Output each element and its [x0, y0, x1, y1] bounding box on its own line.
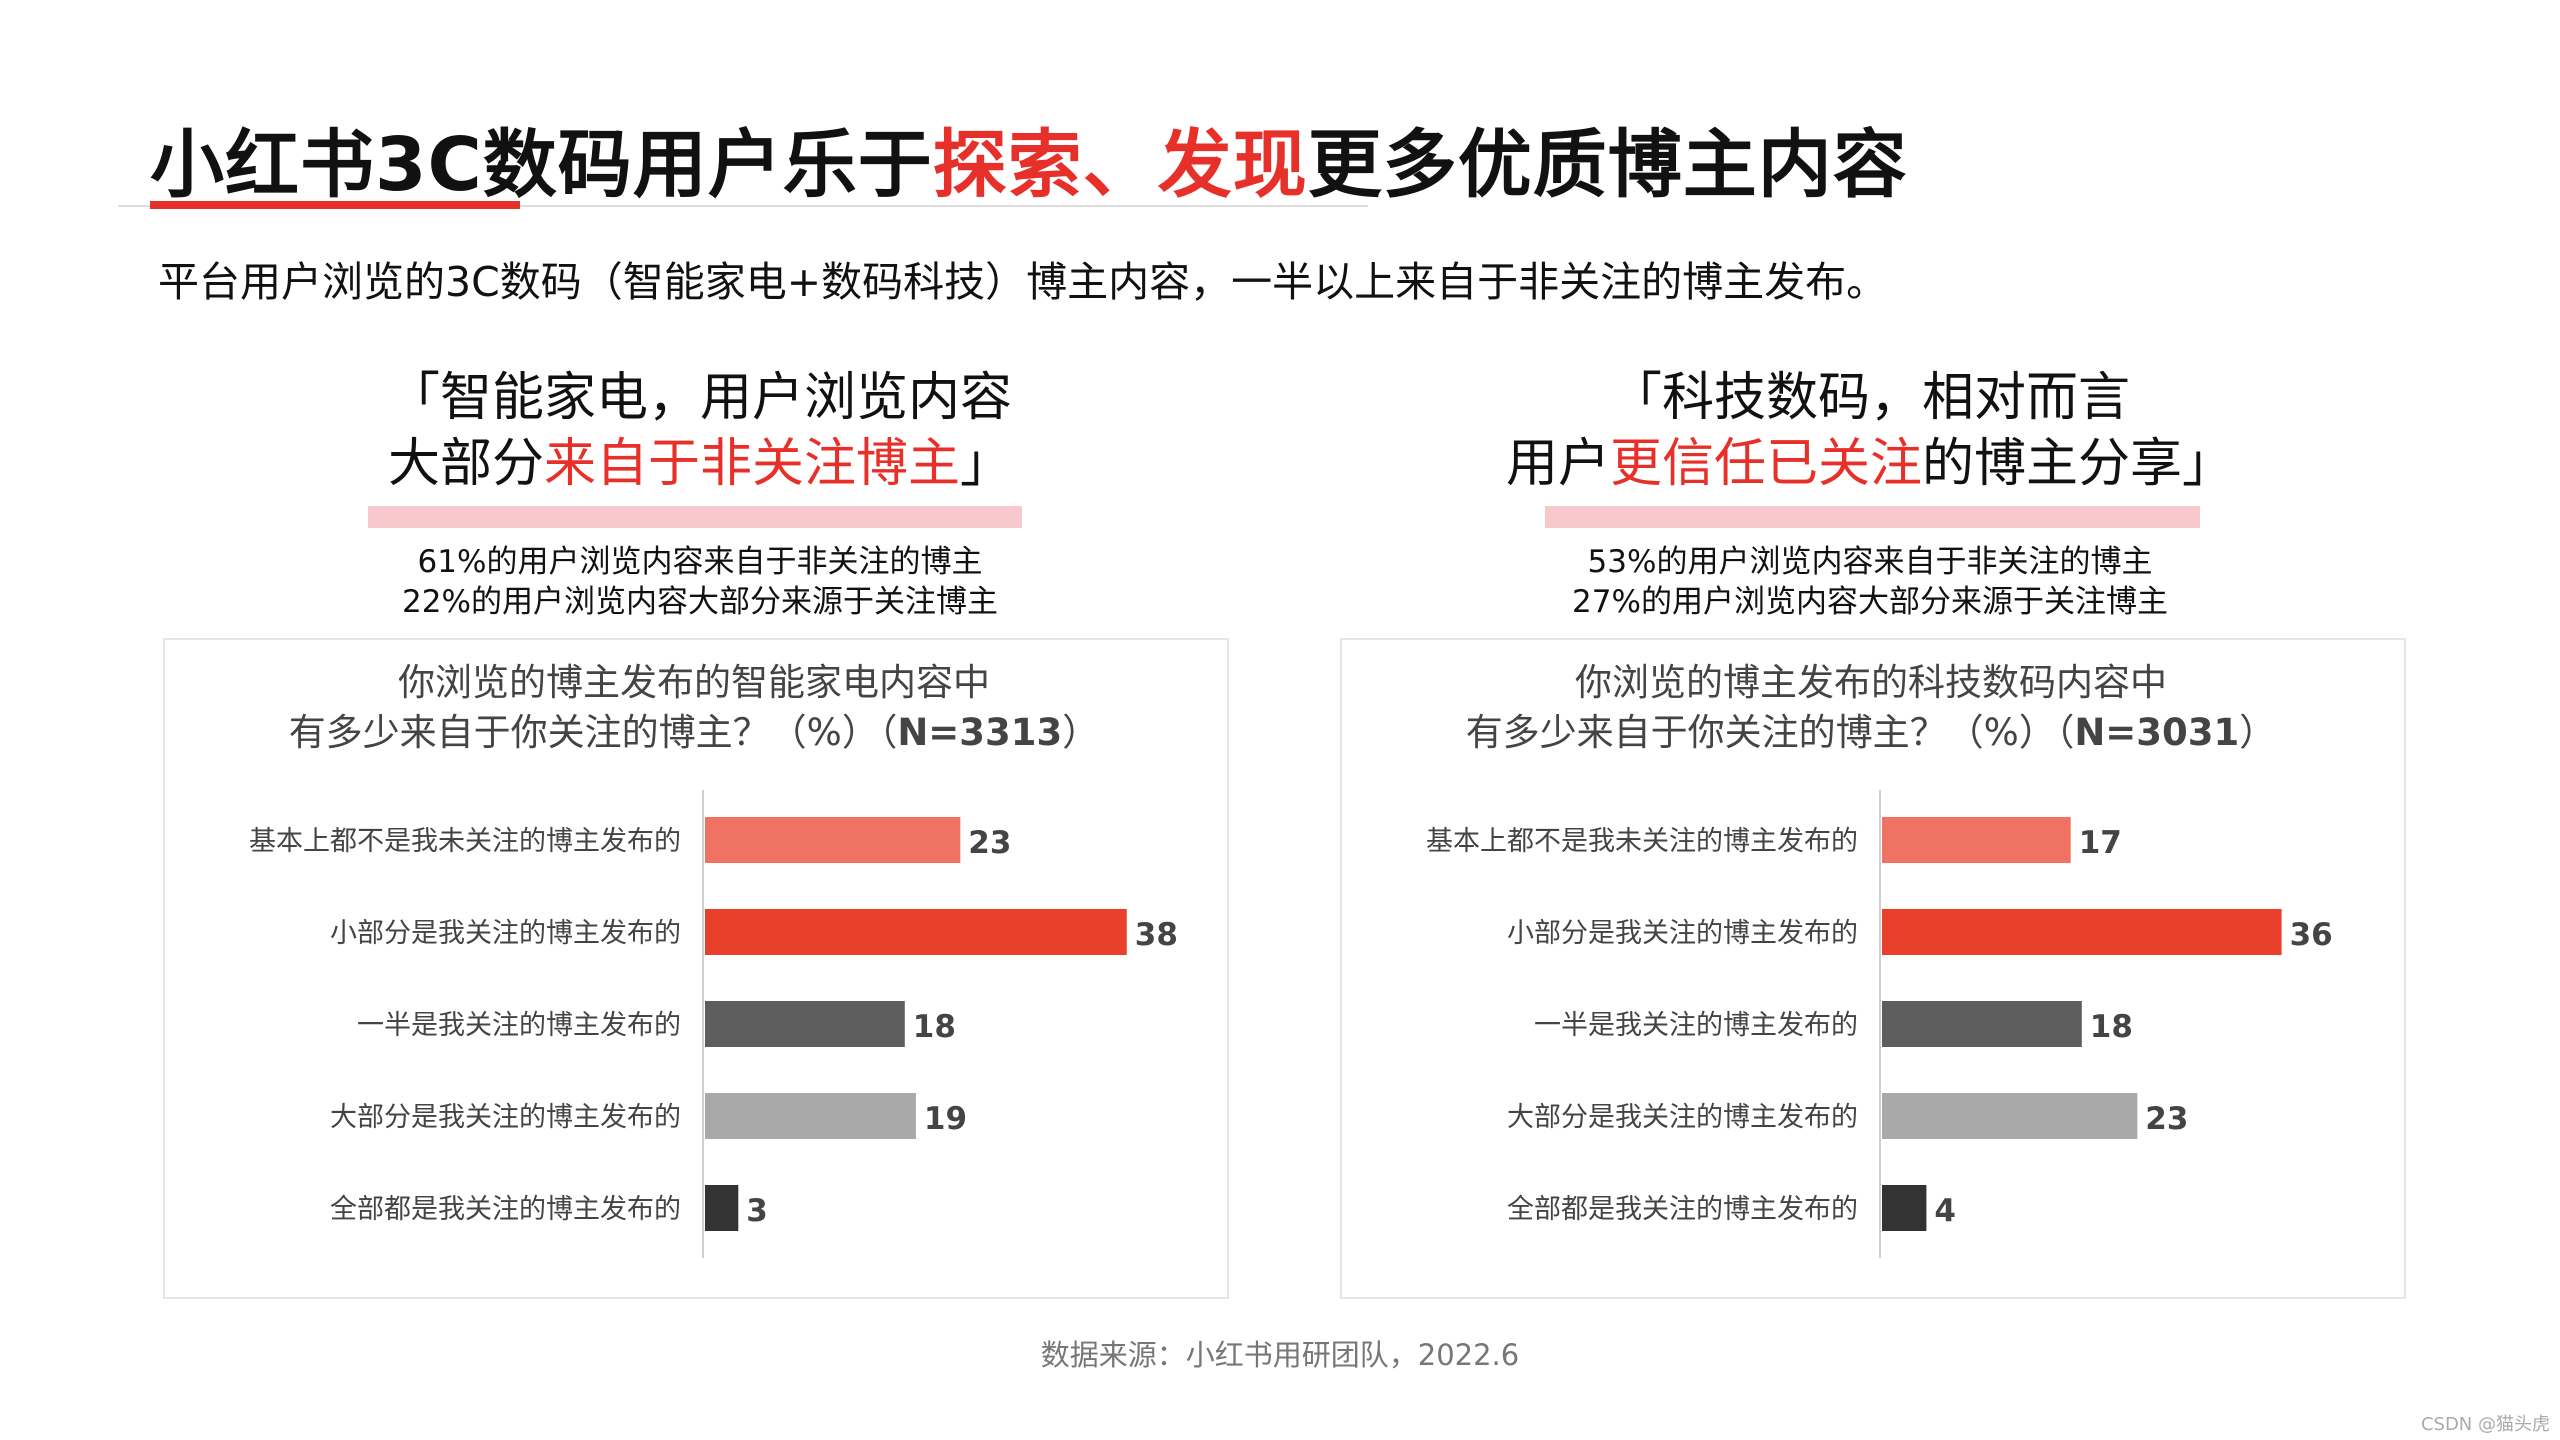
bar — [705, 1185, 739, 1231]
left-quote-line1: 「智能家电，用户浏览内容 — [387, 368, 1012, 428]
category-label: 小部分是我关注的博主发布的 — [1507, 918, 1858, 949]
title-highlight: 探索、发现 — [932, 122, 1308, 208]
bar — [705, 1093, 916, 1139]
bar — [1882, 1093, 2138, 1139]
category-label: 全部都是我关注的博主发布的 — [330, 1194, 681, 1225]
page-title: 小红书3C数码用户乐于探索、发现更多优质博主内容 — [150, 105, 1908, 212]
category-label: 全部都是我关注的博主发布的 — [1507, 1194, 1858, 1225]
bar-value-label: 36 — [2290, 917, 2333, 953]
data-source: 数据来源：小红书用研团队，2022.6 — [1040, 1338, 1520, 1372]
left-bar-chart: 基本上都不是我未关注的博主发布的 23 小部分是我关注的博主发布的 38 一半是我关注的… — [249, 790, 1178, 1258]
watermark: CSDN @猫头虎 — [2420, 1414, 2550, 1435]
bar-value-label: 23 — [2145, 1101, 2188, 1137]
bar-value-label: 4 — [1934, 1193, 1956, 1229]
right-bar-chart: 基本上都不是我未关注的博主发布的 17 小部分是我关注的博主发布的 36 一半是我关注的… — [1426, 790, 2333, 1258]
left-quote-line2: 大部分来自于非关注博主」 — [387, 434, 1013, 494]
bar — [1882, 1001, 2082, 1047]
page-subtitle: 平台用户浏览的3C数码（智能家电+数码科技）博主内容，一半以上来自于非关注的博主… — [158, 258, 1888, 306]
title-accent-bar — [150, 201, 520, 209]
right-stats: 53%的用户浏览内容来自于非关注的博主 27%的用户浏览内容大部分来源于关注博主 — [1470, 542, 2270, 622]
bar — [1882, 817, 2071, 863]
right-quote-line2: 用户更信任已关注的博主分享」 — [1505, 434, 2235, 494]
left-quote-underline — [368, 506, 1022, 528]
category-label: 大部分是我关注的博主发布的 — [330, 1102, 681, 1133]
left-stat-2: 22%的用户浏览内容大部分来源于关注博主 — [402, 584, 998, 620]
category-label: 小部分是我关注的博主发布的 — [330, 918, 681, 949]
left-quote: 「智能家电，用户浏览内容 大部分来自于非关注博主」 — [300, 365, 1100, 497]
bar-value-label: 23 — [968, 825, 1011, 861]
bar — [1882, 1185, 1927, 1231]
title-divider — [118, 205, 1368, 207]
left-chart-panel — [163, 638, 1229, 1299]
left-sample-size: N=3313 — [897, 711, 1063, 754]
category-label: 基本上都不是我未关注的博主发布的 — [249, 826, 681, 857]
right-stat-2: 27%的用户浏览内容大部分来源于关注博主 — [1572, 584, 2168, 620]
bar — [705, 817, 961, 863]
left-stats: 61%的用户浏览内容来自于非关注的博主 22%的用户浏览内容大部分来源于关注博主 — [300, 542, 1100, 622]
right-quote-line1: 「科技数码，相对而言 — [1609, 368, 2130, 428]
bar-value-label: 19 — [924, 1101, 967, 1137]
title-part-1: 小红书3C数码用户乐于 — [150, 122, 933, 208]
right-chart-title: 你浏览的博主发布的科技数码内容中 有多少来自于你关注的博主？（%）（N=3031… — [1465, 661, 2277, 754]
right-chart-panel — [1340, 638, 2406, 1299]
left-quote-highlight: 来自于非关注博主 — [543, 434, 960, 494]
bar — [705, 1001, 905, 1047]
category-label: 基本上都不是我未关注的博主发布的 — [1426, 826, 1858, 857]
bar-value-label: 38 — [1135, 917, 1178, 953]
bar — [705, 909, 1127, 955]
right-stat-1: 53%的用户浏览内容来自于非关注的博主 — [1587, 544, 2153, 580]
right-quote-underline — [1545, 506, 2200, 528]
category-label: 大部分是我关注的博主发布的 — [1507, 1102, 1858, 1133]
left-stat-1: 61%的用户浏览内容来自于非关注的博主 — [417, 544, 983, 580]
right-quote-highlight: 更信任已关注 — [1609, 434, 1922, 494]
bar-value-label: 17 — [2079, 825, 2122, 861]
right-quote: 「科技数码，相对而言 用户更信任已关注的博主分享」 — [1470, 365, 2270, 497]
right-sample-size: N=3031 — [2074, 711, 2240, 754]
bar-value-label: 18 — [2090, 1009, 2133, 1045]
left-chart-title: 你浏览的博主发布的智能家电内容中 有多少来自于你关注的博主？（%）（N=3313… — [288, 661, 1100, 754]
title-part-3: 更多优质博主内容 — [1307, 122, 1908, 208]
category-label: 一半是我关注的博主发布的 — [1534, 1010, 1858, 1041]
category-label: 一半是我关注的博主发布的 — [357, 1010, 681, 1041]
bar — [1882, 909, 2282, 955]
bar-value-label: 18 — [913, 1009, 956, 1045]
bar-value-label: 3 — [746, 1193, 768, 1229]
